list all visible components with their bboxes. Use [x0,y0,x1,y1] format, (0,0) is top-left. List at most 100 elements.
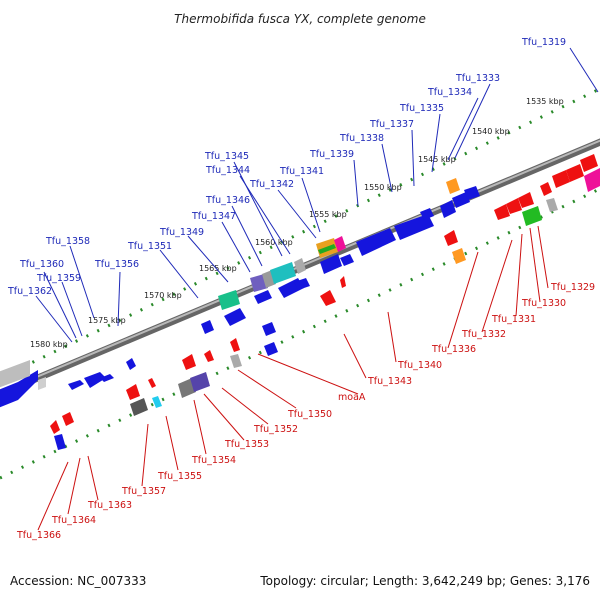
minus-strand-ruler [0,187,600,480]
gene-label-minus[interactable]: Tfu_1343 [367,376,412,387]
gene-label-plus[interactable]: Tfu_1338 [339,133,384,144]
gene-arrow-red [62,412,74,426]
gene-arrow-red [182,354,196,370]
tick-label: 1540 kbp [472,127,510,136]
tick-label: 1535 kbp [526,97,564,106]
gene-box-multicolor [318,244,336,254]
gene-arrow-red [566,164,584,182]
gene-label-minus[interactable]: Tfu_1353 [224,439,269,450]
gene-label-minus[interactable]: Tfu_1332 [461,329,506,340]
gene-arrow-blue [201,320,214,334]
gene-arrow-blue [294,278,310,290]
tick-label: 1565 kbp [199,264,237,273]
gene-arrow-red [50,420,60,434]
plus-strand-labels: Tfu_1319 Tfu_1333 Tfu_1334 Tfu_1335 Tfu_… [7,37,566,297]
gene-label-plus[interactable]: Tfu_1349 [159,227,204,238]
gene-label-minus[interactable]: Tfu_1336 [431,344,476,355]
gene-arrow-red [340,276,346,288]
gene-arrow-blue [464,186,480,200]
gene-arrow-red [320,290,336,306]
gene-arrow-red [204,350,214,362]
gene-label-minus[interactable]: Tfu_1354 [191,455,236,466]
plus-strand-genes [0,168,600,450]
gene-label-plus[interactable]: Tfu_1356 [94,259,139,270]
plus-leader-lines [35,47,599,343]
gene-arrow-red [580,154,598,172]
tick-label: 1560 kbp [255,238,293,247]
gene-box-gray [0,360,30,388]
gene-label-minus[interactable]: Tfu_1357 [121,486,166,497]
gene-label-minus[interactable]: Tfu_1329 [550,282,595,293]
tick-label: 1545 kbp [418,155,456,164]
gene-label-minus[interactable]: Tfu_1350 [287,409,332,420]
scale-ticks: 1535 kbp 1540 kbp 1545 kbp 1550 kbp 1555… [30,97,564,349]
gene-box-teal [270,262,296,284]
gene-box-gray [546,198,558,212]
gene-arrow-red [148,378,156,388]
gene-label-plus[interactable]: Tfu_1319 [521,37,566,48]
gene-label-minus[interactable]: Tfu_1363 [87,500,132,511]
gene-arrow-red [540,182,552,196]
gene-label-minus[interactable]: Tfu_1366 [16,530,61,541]
gene-box-purple [190,372,210,392]
gene-label-plus[interactable]: Tfu_1335 [399,103,444,114]
gene-label-plus[interactable]: Tfu_1360 [19,259,64,270]
gene-label-plus[interactable]: Tfu_1341 [279,166,324,177]
gene-arrow-blue [452,192,470,208]
gene-label-plus[interactable]: Tfu_1334 [427,87,472,98]
minus-leader-lines [37,225,549,531]
gene-label-plus[interactable]: Tfu_1342 [249,179,294,190]
gene-label-plus[interactable]: Tfu_1344 [205,165,250,176]
gene-box-darkgray [130,398,148,416]
gene-arrow-blue [320,254,342,274]
gene-arrow-blue [54,434,66,450]
gene-label-plus[interactable]: Tfu_1333 [455,73,500,84]
gene-label-plus[interactable]: Tfu_1339 [309,149,354,160]
gene-box-green [522,206,542,226]
gene-arrow-blue [100,374,114,382]
gene-label-minus[interactable]: Tfu_1331 [491,314,536,325]
gene-label-plus[interactable]: Tfu_1347 [191,211,236,222]
map-title: Thermobifida fusca YX, complete genome [174,12,426,26]
gene-box-green [218,290,240,310]
gene-arrow-blue [126,358,136,370]
gene-arrow-blue [262,322,276,336]
gene-label-minus[interactable]: Tfu_1352 [253,424,298,435]
gene-label-plus[interactable]: Tfu_1345 [204,151,249,162]
gene-arrow-blue [224,308,246,326]
gene-arrow-red [506,198,522,214]
gene-label-plus[interactable]: Tfu_1359 [36,273,81,284]
gene-arrow-blue [0,370,38,408]
accession-text: Accession: NC_007333 [10,574,146,588]
plus-strand-ruler [0,87,600,380]
gene-box-orange [452,248,466,264]
gene-label-plus[interactable]: Tfu_1337 [369,119,414,130]
gene-label-minus[interactable]: moaA [338,392,366,403]
gene-label-plus[interactable]: Tfu_1362 [7,286,52,297]
gene-label-minus[interactable]: Tfu_1340 [397,360,442,371]
minus-strand-genes [50,154,598,434]
tick-label: 1555 kbp [309,210,347,219]
gene-arrow-blue [420,208,434,220]
gene-label-minus[interactable]: Tfu_1330 [521,298,566,309]
gene-arrow-blue [394,214,434,240]
gene-box-magenta [334,236,346,252]
gene-arrow-blue [84,372,106,388]
gene-label-plus[interactable]: Tfu_1358 [45,236,90,247]
gene-arrow-blue [264,342,278,356]
gene-label-plus[interactable]: Tfu_1351 [127,241,172,252]
gene-arrow-red [518,192,534,208]
gene-arrow-blue [340,254,354,266]
gene-label-minus[interactable]: Tfu_1355 [157,471,202,482]
gene-label-minus[interactable]: Tfu_1364 [51,515,96,526]
gene-arrow-blue [356,228,396,256]
gene-arrow-blue [68,380,84,390]
gene-arrow-red [494,204,510,220]
gene-box-gray [294,258,306,274]
gene-arrow-red [126,384,140,400]
gene-box-gray [38,377,46,390]
gene-label-plus[interactable]: Tfu_1346 [205,195,250,206]
gene-arrow-red [552,170,570,188]
tick-label: 1580 kbp [30,340,68,349]
